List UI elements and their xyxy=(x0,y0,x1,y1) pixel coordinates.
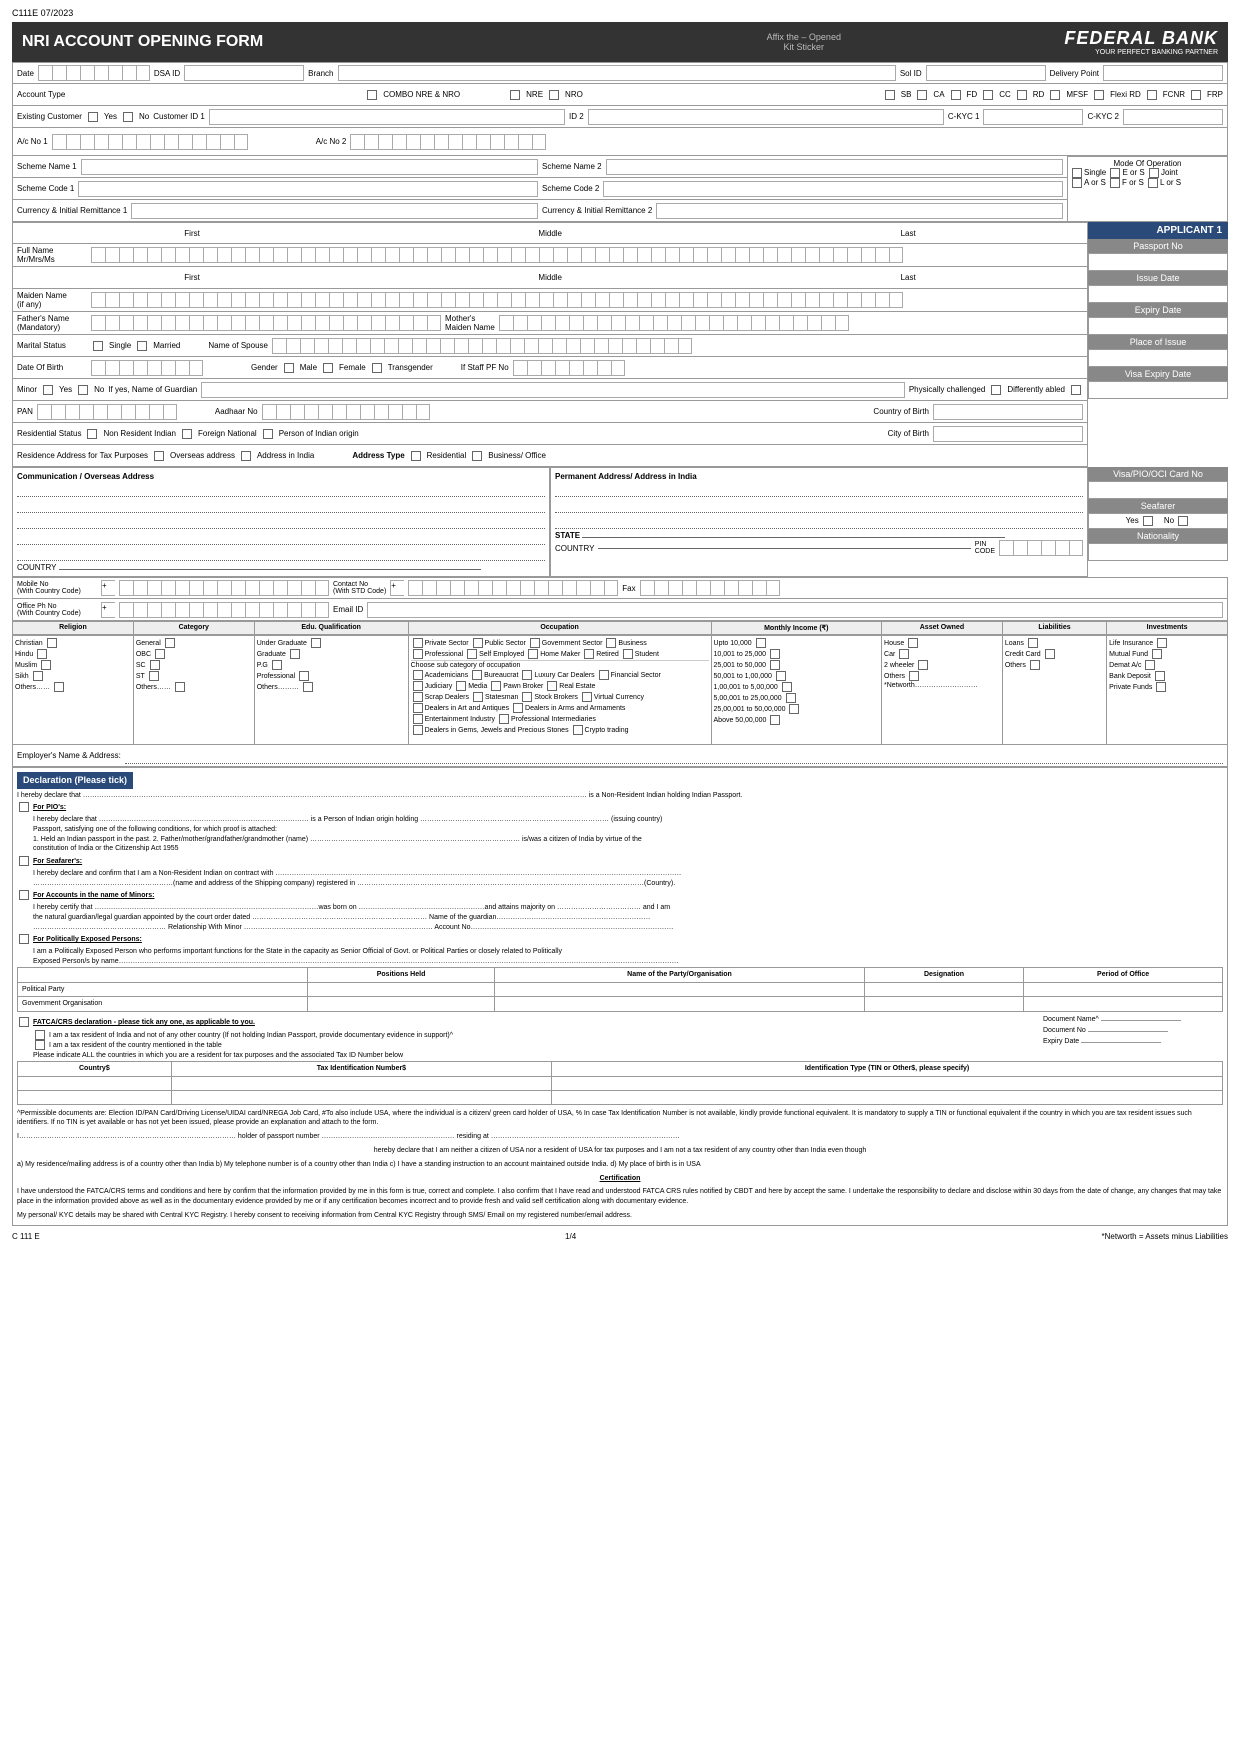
branch-input[interactable] xyxy=(338,65,896,81)
id2-input[interactable] xyxy=(588,109,944,125)
sol-input[interactable] xyxy=(926,65,1046,81)
row-pan: PAN Aadhaar No Country of Birth xyxy=(12,401,1088,423)
ac2-input[interactable] xyxy=(350,134,546,150)
row-scheme-name: Scheme Name 1 Scheme Name 2 xyxy=(12,156,1068,178)
row-acno: A/c No 1 A/c No 2 xyxy=(12,128,1228,156)
row-mobile: Mobile No (With Country Code) + Contact … xyxy=(12,577,1228,599)
page-footer: C 111 E 1/4 *Networth = Assets minus Lia… xyxy=(12,1232,1228,1241)
fatca-table: Country$Tax Identification Number$Identi… xyxy=(17,1061,1223,1105)
row-father: Father's Name (Mandatory) Mother's Maide… xyxy=(12,312,1088,335)
header-mid: Affix the – Opened Kit Sticker xyxy=(543,32,1064,52)
row-fullname: Full Name Mr/Mrs/Ms xyxy=(12,244,1088,267)
dsa-input[interactable] xyxy=(184,65,304,81)
pep-table: Positions HeldName of the Party/Organisa… xyxy=(17,967,1223,1012)
row-account-type: Account Type COMBO NRE & NRO NRE NRO SB … xyxy=(12,84,1228,106)
bank-logo: FEDERAL BANK xyxy=(1064,28,1218,49)
applicant-side-panel: APPLICANT 1 Passport No Issue Date Expir… xyxy=(1088,222,1228,467)
custid1-input[interactable] xyxy=(209,109,565,125)
nre-checkbox[interactable] xyxy=(510,90,520,100)
row-res-status: Residential Status Non Resident Indian F… xyxy=(12,423,1088,445)
form-title: NRI ACCOUNT OPENING FORM xyxy=(22,33,543,51)
bank-tagline: YOUR PERFECT BANKING PARTNER xyxy=(1064,49,1218,56)
row-marital: Marital Status Single Married Name of Sp… xyxy=(12,335,1088,357)
ckyc1-input[interactable] xyxy=(983,109,1083,125)
form-header: NRI ACCOUNT OPENING FORM Affix the – Ope… xyxy=(12,22,1228,62)
declaration-title: Declaration (Please tick) xyxy=(17,772,133,789)
email-input[interactable] xyxy=(367,602,1223,618)
grid-body: Christian Hindu Muslim Sikh Others…… Gen… xyxy=(12,635,1228,745)
row-maiden: Maiden Name (if any) xyxy=(12,289,1088,312)
grid-header: Religion Category Edu. Qualification Occ… xyxy=(12,621,1228,635)
row-existing: Existing Customer Yes No Customer ID 1 I… xyxy=(12,106,1228,128)
mode-of-operation: Mode Of Operation Single E or S Joint A … xyxy=(1068,156,1228,222)
ckyc2-input[interactable] xyxy=(1123,109,1223,125)
row-office: Office Ph No (With Country Code) + Email… xyxy=(12,599,1228,621)
form-code: C111E 07/2023 xyxy=(12,8,1228,18)
row-scheme-code: Scheme Code 1 Scheme Code 2 xyxy=(12,178,1068,200)
ac1-input[interactable] xyxy=(52,134,248,150)
row-currency: Currency & Initial Remittance 1 Currency… xyxy=(12,200,1068,222)
date-input[interactable] xyxy=(38,65,150,81)
comm-address: Communication / Overseas Address COUNTRY xyxy=(12,467,550,577)
applicant-title: APPLICANT 1 xyxy=(1088,222,1228,239)
declaration-section: Declaration (Please tick) I hereby decla… xyxy=(12,767,1228,1226)
combo-checkbox[interactable] xyxy=(367,90,377,100)
row-date: Date DSA ID Branch Sol ID Delivery Point xyxy=(12,62,1228,84)
nro-checkbox[interactable] xyxy=(549,90,559,100)
row-employer: Employer's Name & Address: xyxy=(12,745,1228,767)
row-dob: Date Of Birth Gender Male Female Transge… xyxy=(12,357,1088,379)
row-res-addr: Residence Address for Tax Purposes Overs… xyxy=(12,445,1088,467)
perm-address: Permanent Address/ Address in India STAT… xyxy=(550,467,1088,577)
dp-input[interactable] xyxy=(1103,65,1223,81)
row-minor: Minor Yes No If yes, Name of Guardian Ph… xyxy=(12,379,1088,401)
